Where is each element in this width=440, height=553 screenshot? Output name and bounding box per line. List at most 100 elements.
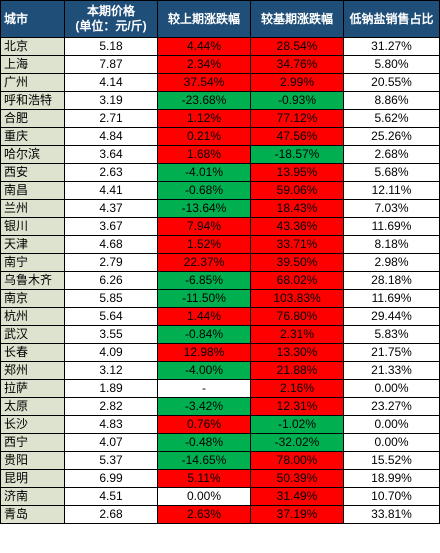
- yoy-change-cell: 33.71%: [250, 235, 344, 254]
- share-cell: 2.68%: [343, 145, 440, 164]
- city-cell: 拉萨: [0, 379, 65, 398]
- yoy-change-cell: 18.43%: [250, 199, 344, 218]
- price-cell: 2.82: [64, 397, 158, 416]
- mom-change-cell: 5.11%: [157, 469, 251, 488]
- share-cell: 21.33%: [343, 361, 440, 380]
- table-row: 贵阳 5.37 -14.65% 78.00% 15.52%: [0, 451, 440, 470]
- price-cell: 5.18: [64, 37, 158, 56]
- yoy-change-cell: -0.93%: [250, 91, 344, 110]
- city-cell: 哈尔滨: [0, 145, 65, 164]
- table-row: 杭州 5.64 1.44% 76.80% 29.44%: [0, 307, 440, 326]
- price-cell: 4.07: [64, 433, 158, 452]
- city-cell: 贵阳: [0, 451, 65, 470]
- share-cell: 8.18%: [343, 235, 440, 254]
- table-row: 银川 3.67 7.94% 43.36% 11.69%: [0, 217, 440, 236]
- share-cell: 12.11%: [343, 181, 440, 200]
- mom-change-cell: 0.21%: [157, 127, 251, 146]
- table-row: 郑州 3.12 -4.00% 21.88% 21.33%: [0, 361, 440, 380]
- yoy-change-cell: 12.31%: [250, 397, 344, 416]
- share-cell: 15.52%: [343, 451, 440, 470]
- yoy-change-cell: -18.57%: [250, 145, 344, 164]
- city-cell: 武汉: [0, 325, 65, 344]
- yoy-change-cell: 21.88%: [250, 361, 344, 380]
- header-price-line2: (单位：元/斤): [75, 19, 147, 33]
- mom-change-cell: -23.68%: [157, 91, 251, 110]
- share-cell: 10.70%: [343, 487, 440, 506]
- share-cell: 11.69%: [343, 289, 440, 308]
- city-cell: 西安: [0, 163, 65, 182]
- city-cell: 呼和浩特: [0, 91, 65, 110]
- table-row: 拉萨 1.89-2.16% 0.00%: [0, 379, 440, 398]
- city-cell: 重庆: [0, 127, 65, 146]
- table-row: 南京 5.85 -11.50% 103.83% 11.69%: [0, 289, 440, 308]
- table-row: 武汉 3.55 -0.84% 2.31% 5.83%: [0, 325, 440, 344]
- price-cell: 5.64: [64, 307, 158, 326]
- yoy-change-cell: 78.00%: [250, 451, 344, 470]
- yoy-change-cell: 47.56%: [250, 127, 344, 146]
- table-row: 长春 4.09 12.98% 13.30% 21.75%: [0, 343, 440, 362]
- mom-change-cell: 12.98%: [157, 343, 251, 362]
- table-row: 青岛 2.68 2.63% 37.19% 33.81%: [0, 505, 440, 524]
- yoy-change-cell: 43.36%: [250, 217, 344, 236]
- city-cell: 杭州: [0, 307, 65, 326]
- mom-change-cell: -0.84%: [157, 325, 251, 344]
- salt-price-table: 城市 本期价格 (单位：元/斤) 较上期涨跌幅 较基期涨跌幅 低钠盐销售占比 北…: [0, 0, 440, 524]
- share-cell: 25.26%: [343, 127, 440, 146]
- table-row: 兰州 4.37 -13.64% 18.43% 7.03%: [0, 199, 440, 218]
- mom-change-cell: 1.52%: [157, 235, 251, 254]
- city-cell: 天津: [0, 235, 65, 254]
- table-body: 北京 5.18 4.44% 28.54% 31.27% 上海 7.87 2.34% 34.76%…: [0, 37, 440, 524]
- price-cell: 4.41: [64, 181, 158, 200]
- yoy-change-cell: -32.02%: [250, 433, 344, 452]
- price-cell: 1.89: [64, 379, 158, 398]
- city-cell: 南宁: [0, 253, 65, 272]
- mom-change-cell: -4.00%: [157, 361, 251, 380]
- city-cell: 长沙: [0, 415, 65, 434]
- yoy-change-cell: 77.12%: [250, 109, 344, 128]
- header-price: 本期价格 (单位：元/斤): [64, 0, 158, 38]
- city-cell: 青岛: [0, 505, 65, 524]
- yoy-change-cell: 2.31%: [250, 325, 344, 344]
- share-cell: 29.44%: [343, 307, 440, 326]
- mom-change-cell: 4.44%: [157, 37, 251, 56]
- price-cell: 2.79: [64, 253, 158, 272]
- city-cell: 乌鲁木齐: [0, 271, 65, 290]
- table-row: 哈尔滨 3.64 1.68% -18.57% 2.68%: [0, 145, 440, 164]
- mom-change-cell: 1.68%: [157, 145, 251, 164]
- table-row: 上海 7.87 2.34% 34.76% 5.80%: [0, 55, 440, 74]
- yoy-change-cell: 50.39%: [250, 469, 344, 488]
- price-cell: 3.12: [64, 361, 158, 380]
- share-cell: 8.86%: [343, 91, 440, 110]
- table-row: 北京 5.18 4.44% 28.54% 31.27%: [0, 37, 440, 56]
- share-cell: 23.27%: [343, 397, 440, 416]
- price-cell: 5.37: [64, 451, 158, 470]
- yoy-change-cell: 2.16%: [250, 379, 344, 398]
- yoy-change-cell: 68.02%: [250, 271, 344, 290]
- city-cell: 上海: [0, 55, 65, 74]
- price-cell: 4.09: [64, 343, 158, 362]
- city-cell: 西宁: [0, 433, 65, 452]
- price-cell: 2.68: [64, 505, 158, 524]
- mom-change-cell: 1.44%: [157, 307, 251, 326]
- share-cell: 0.00%: [343, 433, 440, 452]
- price-cell: 4.83: [64, 415, 158, 434]
- mom-change-cell: -0.48%: [157, 433, 251, 452]
- share-cell: 33.81%: [343, 505, 440, 524]
- yoy-change-cell: 34.76%: [250, 55, 344, 74]
- yoy-change-cell: 103.83%: [250, 289, 344, 308]
- mom-change-cell: 2.63%: [157, 505, 251, 524]
- mom-change-cell: -6.85%: [157, 271, 251, 290]
- header-price-line1: 本期价格: [86, 4, 135, 18]
- share-cell: 7.03%: [343, 199, 440, 218]
- mom-change-cell: -13.64%: [157, 199, 251, 218]
- table-row: 西安 2.63 -4.01% 13.95% 5.68%: [0, 163, 440, 182]
- city-cell: 长春: [0, 343, 65, 362]
- price-cell: 3.55: [64, 325, 158, 344]
- share-cell: 28.18%: [343, 271, 440, 290]
- city-cell: 济南: [0, 487, 65, 506]
- share-cell: 0.00%: [343, 379, 440, 398]
- price-cell: 6.99: [64, 469, 158, 488]
- table-row: 太原 2.82 -3.42% 12.31% 23.27%: [0, 397, 440, 416]
- yoy-change-cell: 59.06%: [250, 181, 344, 200]
- table-row: 西宁 4.07 -0.48% -32.02% 0.00%: [0, 433, 440, 452]
